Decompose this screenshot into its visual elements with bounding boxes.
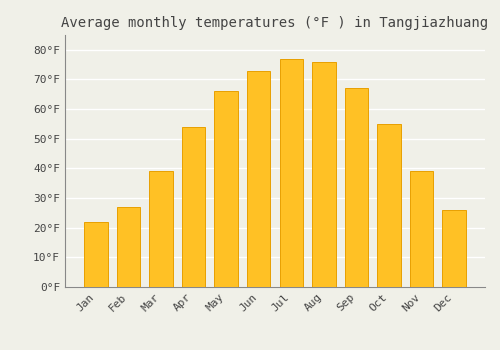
Bar — [214, 91, 238, 287]
Bar — [410, 172, 434, 287]
Bar — [149, 172, 172, 287]
Bar — [84, 222, 108, 287]
Bar — [247, 71, 270, 287]
Bar — [116, 207, 140, 287]
Title: Average monthly temperatures (°F ) in Tangjiazhuang: Average monthly temperatures (°F ) in Ta… — [62, 16, 488, 30]
Bar — [312, 62, 336, 287]
Bar — [378, 124, 401, 287]
Bar — [442, 210, 466, 287]
Bar — [182, 127, 206, 287]
Bar — [344, 88, 368, 287]
Bar — [280, 59, 303, 287]
